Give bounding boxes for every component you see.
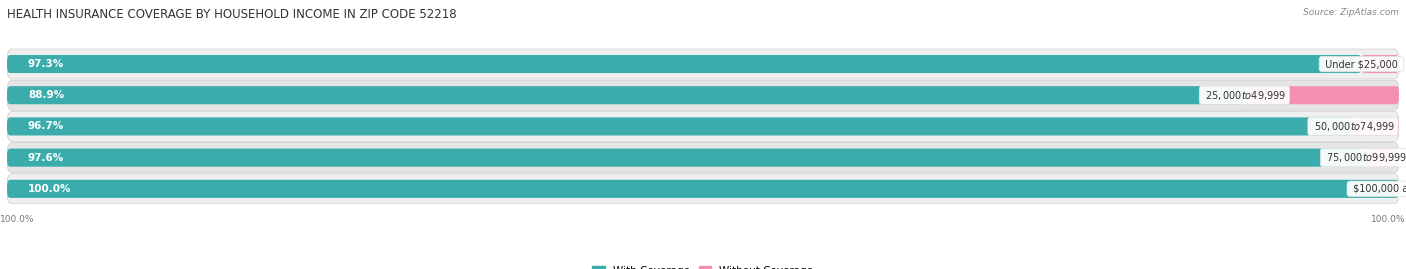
Legend: With Coverage, Without Coverage: With Coverage, Without Coverage: [588, 262, 818, 269]
Text: $75,000 to $99,999: $75,000 to $99,999: [1323, 151, 1406, 164]
FancyBboxPatch shape: [7, 111, 1399, 141]
FancyBboxPatch shape: [7, 55, 1361, 73]
FancyBboxPatch shape: [7, 49, 1399, 79]
Text: 88.9%: 88.9%: [28, 90, 65, 100]
FancyBboxPatch shape: [1365, 148, 1399, 167]
Text: 97.3%: 97.3%: [28, 59, 65, 69]
FancyBboxPatch shape: [7, 143, 1399, 173]
Text: Under $25,000: Under $25,000: [1322, 59, 1400, 69]
Text: 97.6%: 97.6%: [28, 153, 65, 163]
FancyBboxPatch shape: [7, 117, 1353, 136]
FancyBboxPatch shape: [7, 86, 1244, 104]
Text: 100.0%: 100.0%: [0, 215, 35, 224]
Text: 100.0%: 100.0%: [1371, 215, 1406, 224]
FancyBboxPatch shape: [1244, 86, 1399, 104]
FancyBboxPatch shape: [7, 80, 1399, 110]
FancyBboxPatch shape: [7, 148, 1365, 167]
Text: $50,000 to $74,999: $50,000 to $74,999: [1310, 120, 1396, 133]
Text: 100.0%: 100.0%: [28, 184, 72, 194]
Text: 96.7%: 96.7%: [28, 121, 65, 132]
FancyBboxPatch shape: [7, 180, 1399, 198]
Text: HEALTH INSURANCE COVERAGE BY HOUSEHOLD INCOME IN ZIP CODE 52218: HEALTH INSURANCE COVERAGE BY HOUSEHOLD I…: [7, 8, 457, 21]
Text: Source: ZipAtlas.com: Source: ZipAtlas.com: [1303, 8, 1399, 17]
FancyBboxPatch shape: [1361, 55, 1399, 73]
FancyBboxPatch shape: [1353, 117, 1399, 136]
Text: $25,000 to $49,999: $25,000 to $49,999: [1202, 89, 1286, 102]
Text: $100,000 and over: $100,000 and over: [1350, 184, 1406, 194]
FancyBboxPatch shape: [7, 174, 1399, 204]
